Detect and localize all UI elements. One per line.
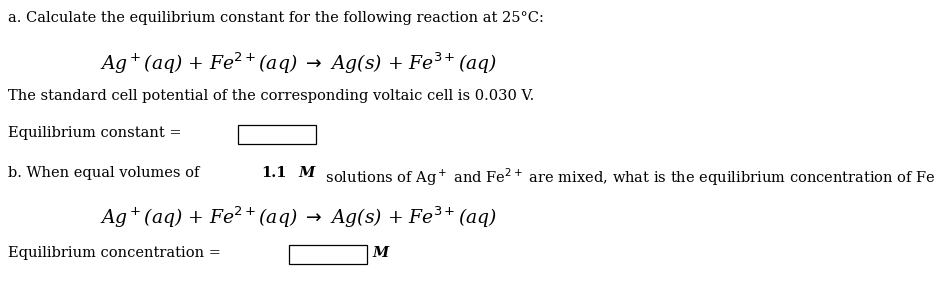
Text: Ag$^+$(aq) + Fe$^{2+}$(aq) $\rightarrow$ Ag(s) + Fe$^{3+}$(aq): Ag$^+$(aq) + Fe$^{2+}$(aq) $\rightarrow$…	[100, 50, 497, 76]
Text: Equilibrium concentration =: Equilibrium concentration =	[8, 246, 225, 260]
Text: M: M	[373, 246, 389, 260]
Text: M: M	[294, 166, 315, 180]
Text: 1.1: 1.1	[261, 166, 287, 180]
Text: solutions of Ag$^+$ and Fe$^{2+}$ are mixed, what is the equilibrium concentrati: solutions of Ag$^+$ and Fe$^{2+}$ are mi…	[321, 166, 934, 188]
Bar	[289, 245, 367, 264]
Bar	[238, 125, 316, 144]
Text: a. Calculate the equilibrium constant for the following reaction at 25°C:: a. Calculate the equilibrium constant fo…	[8, 11, 544, 25]
Text: Equilibrium constant =: Equilibrium constant =	[8, 126, 186, 140]
Text: b. When equal volumes of: b. When equal volumes of	[8, 166, 204, 180]
Text: Ag$^+$(aq) + Fe$^{2+}$(aq) $\rightarrow$ Ag(s) + Fe$^{3+}$(aq): Ag$^+$(aq) + Fe$^{2+}$(aq) $\rightarrow$…	[100, 205, 497, 230]
Text: The standard cell potential of the corresponding voltaic cell is 0.030 V.: The standard cell potential of the corre…	[8, 89, 534, 103]
